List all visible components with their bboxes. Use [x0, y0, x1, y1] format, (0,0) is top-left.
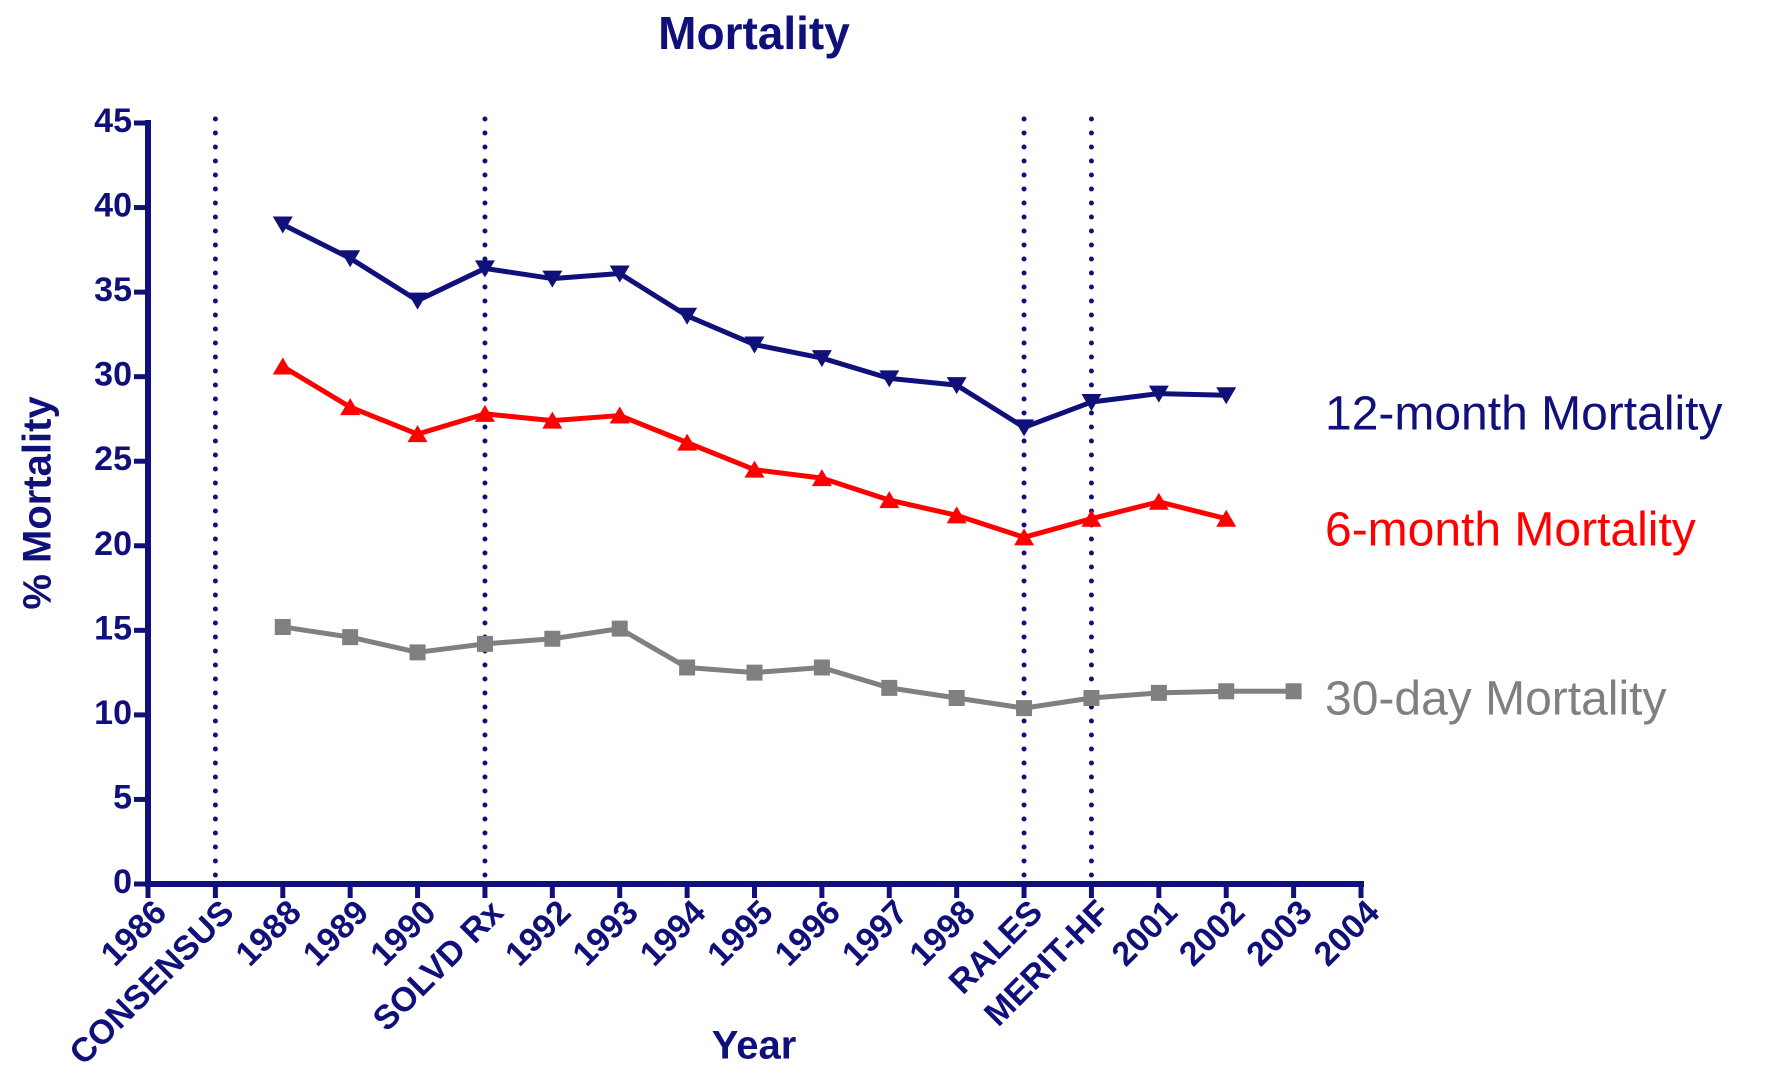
x-tick-label: 1989 [296, 893, 376, 973]
data-point [946, 377, 967, 395]
x-tick-label: 2001 [1104, 893, 1184, 973]
data-point [272, 216, 293, 234]
data-point [1081, 394, 1102, 412]
x-tick-label: 2002 [1172, 893, 1252, 973]
chart-title: Mortality [658, 7, 850, 59]
y-tick-label: 5 [113, 778, 132, 816]
data-point [1016, 700, 1033, 717]
data-point [1216, 387, 1237, 405]
y-tick-label: 25 [94, 440, 132, 478]
legend-label: 30-day Mortality [1325, 673, 1666, 726]
data-point [342, 629, 359, 646]
y-tick-label: 20 [94, 525, 132, 563]
data-point [409, 644, 426, 661]
legend-label: 6-month Mortality [1325, 504, 1696, 557]
legend-label: 12-month Mortality [1325, 388, 1722, 441]
y-axis-title: % Mortality [16, 396, 60, 610]
data-point [879, 370, 900, 388]
data-point [744, 336, 765, 354]
x-axis-title: Year [712, 1024, 797, 1068]
data-point [948, 689, 965, 706]
x-tick-label: 1988 [228, 893, 308, 973]
data-point [744, 460, 765, 478]
data-point [407, 425, 428, 443]
data-point [474, 404, 495, 422]
data-point [476, 635, 493, 652]
data-point [1083, 689, 1100, 706]
data-point [1014, 419, 1035, 437]
data-point [1216, 509, 1237, 527]
data-point [340, 250, 361, 268]
x-tick-label: 1992 [498, 893, 578, 973]
data-point [1150, 684, 1167, 701]
data-point [881, 679, 898, 696]
y-tick-label: 10 [94, 694, 132, 732]
x-tick-label: 1994 [633, 893, 713, 973]
y-tick-label: 0 [113, 863, 132, 901]
data-point [544, 630, 561, 647]
y-tick-label: 30 [94, 356, 132, 394]
y-tick-label: 45 [94, 102, 132, 140]
data-point [677, 307, 698, 325]
data-point [272, 357, 293, 375]
data-point [1014, 528, 1035, 546]
x-tick-label: 2003 [1239, 893, 1319, 973]
data-point [1218, 683, 1235, 700]
data-point [1148, 385, 1169, 403]
data-point [611, 620, 628, 637]
x-tick-label: 1993 [565, 893, 645, 973]
data-point [542, 411, 563, 429]
data-point [679, 659, 696, 676]
y-tick-label: 40 [94, 187, 132, 225]
data-point [1148, 492, 1169, 510]
data-point [340, 398, 361, 416]
data-point [609, 265, 630, 283]
y-tick-label: 35 [94, 271, 132, 309]
data-point [1285, 683, 1302, 700]
data-point [609, 406, 630, 424]
x-tick-label: 1995 [700, 893, 780, 973]
data-point [813, 659, 830, 676]
series-line [282, 624, 1294, 711]
x-tick-label: 1996 [768, 893, 848, 973]
data-point [542, 270, 563, 288]
x-tick-label: 1997 [835, 893, 915, 973]
data-point [407, 292, 428, 310]
data-point [811, 469, 832, 487]
data-point [677, 433, 698, 451]
data-point [1081, 509, 1102, 527]
data-point [474, 260, 495, 278]
data-point [946, 506, 967, 524]
x-tick-label: 2004 [1307, 893, 1387, 973]
y-tick-label: 15 [94, 609, 132, 647]
data-point [811, 350, 832, 368]
series-line [281, 364, 1227, 540]
data-point [746, 664, 763, 681]
data-point [879, 491, 900, 509]
data-point [274, 618, 291, 635]
